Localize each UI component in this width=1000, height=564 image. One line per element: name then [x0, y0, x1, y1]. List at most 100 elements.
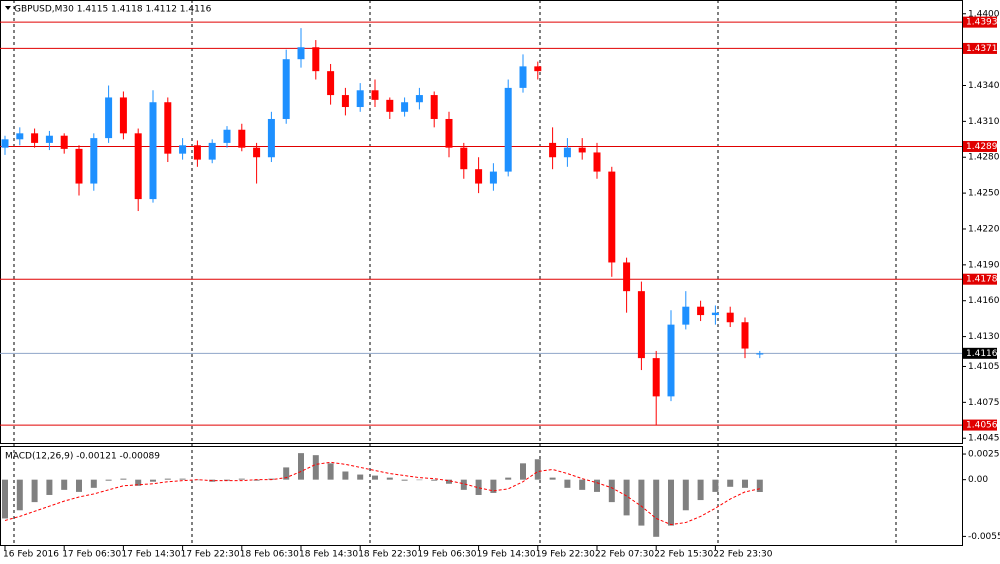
candle-body — [475, 169, 483, 184]
candle-body — [578, 147, 586, 153]
macd-bar — [446, 479, 452, 484]
x-tick-label: 18 Feb 06:30 — [240, 550, 299, 560]
x-tick-label: 17 Feb 14:30 — [121, 550, 180, 560]
macd-bar — [401, 479, 408, 481]
candle-body — [179, 145, 187, 154]
candle-body — [371, 90, 379, 100]
level-label-box — [963, 140, 997, 152]
macd-bar — [268, 478, 275, 480]
candle-body — [623, 262, 631, 292]
y-tick-label: -0.00556 — [968, 532, 1000, 542]
candle-body — [652, 358, 660, 397]
macd-bar — [90, 479, 97, 488]
y-tick-label: 1.4130 — [968, 332, 1000, 342]
macd-bar — [31, 479, 38, 503]
macd-bar — [756, 479, 763, 493]
level-label-box — [963, 42, 997, 54]
candle-body — [164, 102, 172, 154]
candle-body — [741, 322, 749, 349]
candle-body — [60, 135, 68, 149]
candle-body — [75, 148, 83, 184]
separators — [13, 0, 897, 546]
candle-body — [297, 47, 305, 60]
candle-body — [223, 129, 231, 143]
signal-line — [4, 461, 760, 526]
macd-bar — [668, 479, 674, 526]
candle-body — [134, 133, 142, 200]
level-label: 1.4116 — [966, 349, 998, 359]
candle-body — [282, 59, 290, 119]
candle-body — [105, 97, 113, 139]
macd-bar — [431, 479, 438, 481]
y-tick-label: 1.4400 — [968, 9, 1000, 19]
candle-body — [726, 312, 734, 323]
macd-bar — [312, 455, 319, 480]
macd-bar — [623, 479, 630, 516]
candle-body — [31, 133, 39, 143]
candle-body — [445, 118, 453, 148]
candle-body — [208, 142, 216, 160]
y-tick-label: 1.4105 — [968, 362, 1000, 372]
y-tick-label: 1.4160 — [968, 296, 1000, 306]
macd-bar — [120, 478, 127, 480]
macd-bar — [342, 471, 349, 480]
macd-bar — [608, 479, 615, 503]
macd-bar — [520, 463, 526, 480]
x-tick-label: 22 Feb 15:30 — [654, 550, 713, 560]
macd-bar — [253, 479, 260, 481]
candle-body — [519, 66, 527, 88]
x-tick-label: 18 Feb 14:30 — [299, 550, 358, 560]
level-label-box — [963, 16, 997, 28]
y-tick-label: 1.4310 — [968, 117, 1000, 127]
macd-title: MACD(12,26,9) -0.00121 -0.00089 — [5, 452, 160, 462]
candle-body — [90, 138, 98, 184]
candle-body — [667, 324, 675, 397]
x-tick-label: 18 Feb 22:30 — [358, 550, 417, 560]
macd-bar — [712, 479, 719, 492]
macd-bar — [697, 479, 704, 501]
y-tick-label: 1.4045 — [968, 434, 1000, 444]
macd-bar — [2, 479, 8, 519]
candle-body — [193, 145, 201, 160]
candle-body — [149, 102, 157, 200]
level-label-box — [963, 273, 997, 285]
macd-bar — [505, 477, 512, 480]
candle-body — [253, 147, 261, 158]
x-tick-label: 22 Feb 07:30 — [595, 550, 654, 560]
macd-bar — [460, 479, 467, 490]
y-tick-label: 1.4250 — [968, 189, 1000, 199]
macd-bar — [16, 479, 23, 511]
macd-pane-frame — [0, 446, 963, 546]
candle-body — [341, 95, 349, 108]
x-tick-label: 19 Feb 06:30 — [417, 550, 476, 560]
candle-body — [608, 171, 616, 263]
y-tick-label: 1.4075 — [968, 398, 1000, 408]
macd-bar — [105, 479, 112, 481]
chart-title: GBPUSD,M30 1.4115 1.4118 1.4112 1.4116 — [14, 5, 212, 15]
candle-body — [1, 139, 9, 148]
x-tick-label: 17 Feb 22:30 — [181, 550, 240, 560]
macd-bar — [549, 477, 556, 480]
macd-bar — [238, 478, 245, 480]
y-tick-label: 1.4280 — [968, 153, 1000, 163]
level-label: 1.4178 — [966, 275, 998, 285]
candle-body — [549, 142, 557, 158]
candle-body — [563, 147, 571, 158]
macd-bar — [727, 479, 734, 487]
macd-bar — [357, 474, 364, 480]
candle-body — [534, 66, 542, 72]
candle-body — [356, 90, 364, 108]
candle-body — [401, 102, 409, 112]
x-tick-label: 16 Feb 2016 — [3, 550, 59, 560]
candle-body — [637, 291, 645, 359]
x-tick-label: 19 Feb 22:30 — [536, 550, 595, 560]
macd-bar — [76, 479, 82, 492]
x-tick-label: 17 Feb 06:30 — [62, 550, 121, 560]
macd-bar — [298, 453, 304, 480]
level-label-box — [963, 419, 997, 431]
menu-triangle[interactable] — [5, 6, 11, 10]
candle-body — [16, 133, 24, 140]
macd-bar — [61, 479, 68, 490]
